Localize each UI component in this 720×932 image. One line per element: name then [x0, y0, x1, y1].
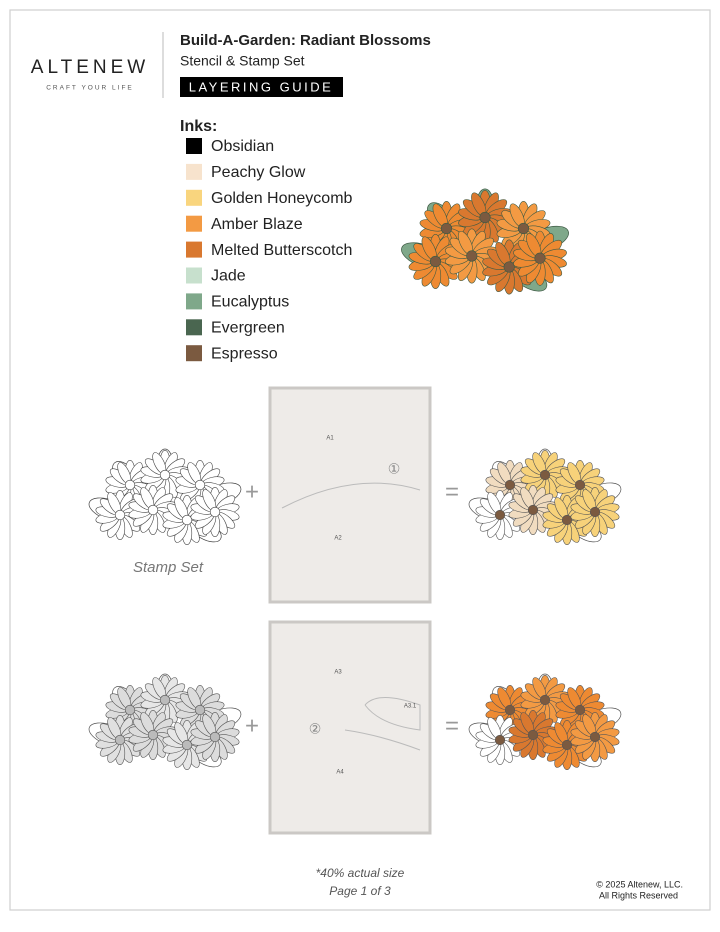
flower-center	[494, 509, 506, 521]
stencil-label: A2	[334, 536, 342, 542]
flower	[105, 459, 155, 511]
copyright: © 2025 Altenew, LLC.	[596, 879, 683, 889]
flower-center	[503, 261, 515, 273]
flower	[513, 230, 567, 286]
flower	[458, 190, 512, 245]
flower-center	[159, 469, 171, 481]
ink-name: Obsidian	[211, 138, 274, 155]
flower-center	[527, 504, 539, 516]
logo-tagline: CRAFT YOUR LIFE	[46, 85, 134, 92]
ink-swatch	[186, 267, 202, 284]
ink-name: Golden Honeycomb	[211, 190, 353, 207]
stencil-label: A3.1	[404, 704, 417, 710]
flower-center	[589, 506, 601, 518]
ink-name: Eucalyptus	[211, 294, 289, 311]
title: Build-A-Garden: Radiant Blossoms	[180, 32, 431, 49]
flower-center	[124, 479, 136, 491]
flower-center	[181, 514, 193, 526]
ink-name: Melted Butterscotch	[211, 242, 352, 259]
equals: =	[445, 478, 459, 505]
ink-name: Amber Blaze	[211, 216, 303, 233]
ink-name: Jade	[211, 268, 246, 285]
flower-center	[539, 469, 551, 481]
stencil-label: A4	[336, 770, 344, 776]
plus: +	[245, 712, 259, 739]
flower-center	[429, 255, 442, 268]
inks-label: Inks:	[180, 118, 217, 135]
ink-name: Peachy Glow	[211, 164, 306, 181]
flower-center	[147, 729, 159, 741]
flower	[95, 489, 145, 541]
flower	[570, 486, 620, 538]
stencil-line	[364, 697, 421, 731]
flower	[570, 711, 620, 763]
rights: All Rights Reserved	[599, 890, 678, 900]
stencil-line	[344, 729, 421, 751]
caption: Stamp Set	[133, 559, 204, 576]
flower-center	[574, 479, 586, 491]
flower-center	[534, 252, 546, 264]
flower-center	[504, 479, 516, 491]
ink-swatch	[186, 345, 202, 362]
logo-name: ALTENEW	[31, 57, 149, 78]
flower-center	[561, 514, 573, 526]
stencil-label: ②	[309, 721, 322, 737]
stencil-label: A1	[326, 436, 334, 442]
flower-center	[209, 506, 221, 518]
ink-name: Espresso	[211, 345, 278, 362]
flower	[520, 674, 570, 726]
ink-swatch	[186, 293, 202, 310]
subtitle: Stencil & Stamp Set	[180, 53, 305, 69]
stencil-label: ①	[388, 461, 401, 477]
note: *40% actual size	[316, 866, 405, 880]
ink-swatch	[186, 138, 202, 154]
page-number: Page 1 of 3	[329, 884, 391, 898]
ink-swatch	[186, 241, 202, 258]
flower	[520, 449, 570, 501]
stencil-label: A3	[334, 670, 342, 676]
ink-swatch	[186, 215, 202, 232]
badge-bg	[180, 77, 343, 97]
flower-center	[504, 704, 516, 716]
flower-center	[440, 222, 453, 235]
flower-center	[209, 731, 221, 743]
flower-center	[194, 704, 206, 716]
ink-swatch	[186, 189, 202, 206]
flower	[190, 711, 240, 763]
flower-center	[124, 704, 136, 716]
equals: =	[445, 712, 459, 739]
flower-center	[517, 222, 530, 235]
flower-center	[114, 734, 126, 746]
ink-swatch	[186, 319, 202, 336]
flower-center	[159, 694, 171, 706]
plus: +	[245, 478, 259, 505]
flower-center	[589, 731, 601, 743]
flower-center	[479, 211, 491, 224]
flower-center	[574, 704, 586, 716]
stencil-line	[281, 482, 421, 509]
flower-center	[147, 504, 159, 516]
flower-center	[539, 694, 551, 706]
flower	[190, 486, 240, 538]
ink-swatch	[186, 163, 202, 180]
flower-center	[466, 250, 478, 262]
badge: LAYERING GUIDE	[189, 79, 334, 94]
ink-name: Evergreen	[211, 320, 285, 337]
flower-center	[527, 729, 539, 741]
stencil-1	[268, 386, 432, 604]
flower-center	[494, 734, 506, 746]
flower-center	[181, 739, 193, 751]
flower-center	[114, 509, 126, 521]
flower-center	[194, 479, 206, 491]
flower-center	[561, 739, 573, 751]
